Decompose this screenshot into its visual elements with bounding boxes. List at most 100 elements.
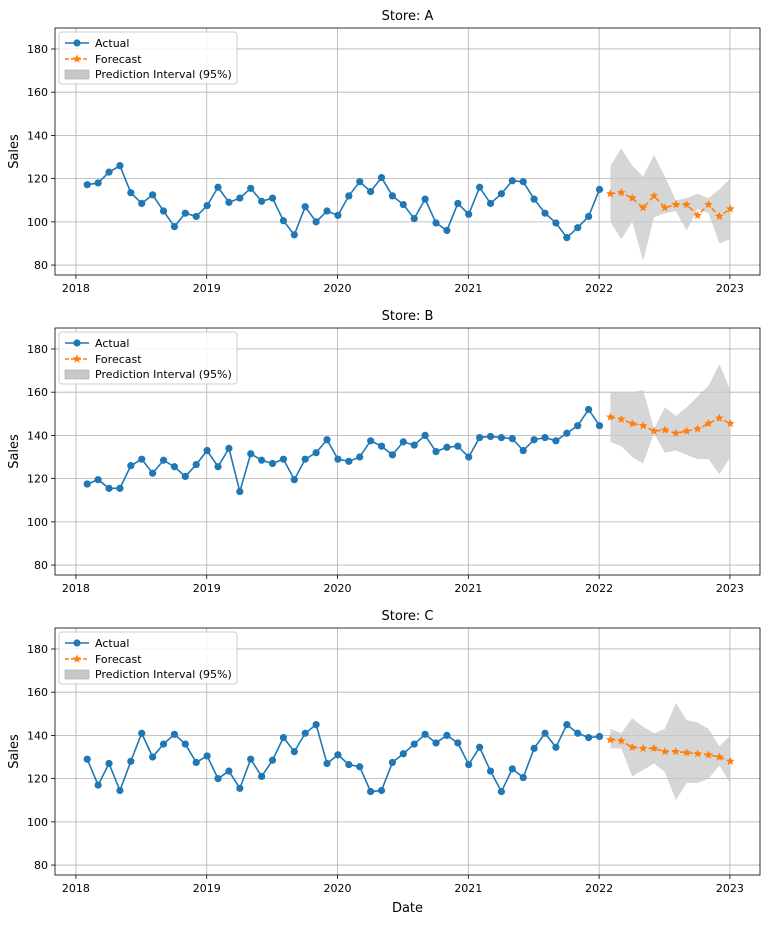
actual-point	[410, 740, 418, 748]
actual-point	[301, 729, 309, 737]
y-tick-label: 160	[27, 386, 48, 399]
actual-point	[105, 759, 113, 768]
actual-point	[552, 219, 560, 227]
actual-point	[225, 198, 233, 206]
subplot-store-c: 2018 2019 2020 2021 2022 2023 80 100 120 140 160 18…	[7, 609, 761, 916]
actual-point	[421, 730, 429, 738]
actual-point	[541, 729, 549, 737]
actual-point	[312, 720, 320, 729]
actual-point	[301, 455, 309, 463]
forecast-point	[627, 193, 637, 202]
actual-point	[116, 786, 124, 795]
actual-point	[94, 179, 102, 187]
x-tick-label: 2019	[193, 582, 221, 595]
actual-point	[530, 195, 538, 203]
x-tick-label: 2021	[454, 282, 482, 295]
actual-point	[377, 786, 386, 795]
y-tick-label: 100	[27, 816, 48, 829]
legend: Actual Forecast Prediction Interval (95%)	[58, 31, 238, 85]
actual-point	[203, 752, 211, 760]
actual-point	[116, 162, 124, 170]
actual-point	[410, 441, 418, 449]
y-tick-label: 80	[34, 859, 48, 872]
actual-point	[356, 763, 364, 771]
forecast-point	[649, 426, 659, 435]
actual-point	[421, 195, 429, 203]
actual-point	[519, 178, 527, 186]
actual-point	[519, 773, 527, 782]
forecast-point	[660, 203, 670, 212]
axes-frame	[54, 27, 761, 276]
actual-point	[399, 200, 407, 209]
actual-point	[236, 487, 244, 496]
legend-actual-marker	[73, 39, 81, 47]
actual-point	[432, 739, 440, 747]
actual-point	[203, 202, 211, 210]
actual-point	[541, 433, 549, 442]
y-tick-label: 160	[27, 86, 48, 99]
actual-point	[279, 733, 288, 742]
actual-point	[497, 787, 506, 796]
actual-point	[301, 203, 309, 211]
x-tick-label: 2022	[585, 582, 613, 595]
actual-point	[356, 178, 364, 186]
legend-interval-swatch	[64, 69, 90, 80]
actual-point	[83, 480, 91, 488]
actual-point	[279, 217, 288, 225]
actual-point	[388, 758, 397, 767]
y-tick-label: 80	[34, 259, 48, 272]
legend-label: Prediction Interval (95%)	[95, 68, 232, 81]
actual-point	[236, 194, 244, 202]
x-tick-label: 2018	[62, 882, 90, 895]
actual-point	[312, 449, 320, 457]
y-tick-label: 160	[27, 686, 48, 699]
legend-label: Forecast	[95, 653, 142, 666]
forecast-point	[704, 200, 713, 209]
actual-point	[181, 472, 189, 481]
actual-point	[367, 787, 375, 796]
actual-point	[127, 189, 135, 197]
legend-label: Actual	[95, 37, 129, 50]
actual-point	[530, 744, 538, 752]
actual-point	[486, 199, 495, 208]
actual-point	[574, 422, 582, 430]
actual-point	[476, 183, 484, 191]
y-tick-label: 100	[27, 216, 48, 229]
forecast-point	[627, 742, 637, 751]
actual-point	[94, 781, 102, 789]
legend-forecast-marker	[72, 54, 82, 63]
forecast-point	[704, 750, 713, 759]
legend-forecast-marker	[72, 654, 82, 663]
forecast-point	[715, 413, 724, 422]
actual-point	[159, 207, 168, 215]
actual-point	[508, 177, 516, 185]
y-tick-label: 140	[27, 729, 48, 742]
actual-point	[116, 484, 124, 492]
actual-point	[345, 760, 353, 769]
legend-interval-swatch	[64, 369, 90, 380]
actual-point	[508, 435, 516, 443]
actual-point	[388, 451, 397, 459]
actual-point	[345, 457, 353, 465]
forecast-point	[649, 191, 659, 200]
actual-point	[225, 767, 233, 775]
forecast-point	[638, 203, 648, 212]
x-tick-label: 2020	[324, 282, 352, 295]
actual-point	[323, 207, 331, 215]
actual-point	[268, 756, 277, 764]
forecast-point	[682, 748, 691, 757]
actual-point	[192, 460, 200, 469]
forecast-point	[649, 743, 659, 752]
forecast-point	[715, 752, 724, 761]
actual-point	[388, 192, 397, 200]
actual-point	[192, 758, 200, 767]
actual-point	[563, 429, 571, 437]
actual-point	[279, 455, 288, 463]
x-tick-label: 2023	[716, 282, 744, 295]
actual-point	[214, 183, 222, 191]
actual-point	[345, 192, 353, 200]
forecast-point	[682, 200, 691, 209]
y-tick-label: 180	[27, 343, 48, 356]
actual-point	[563, 234, 571, 242]
